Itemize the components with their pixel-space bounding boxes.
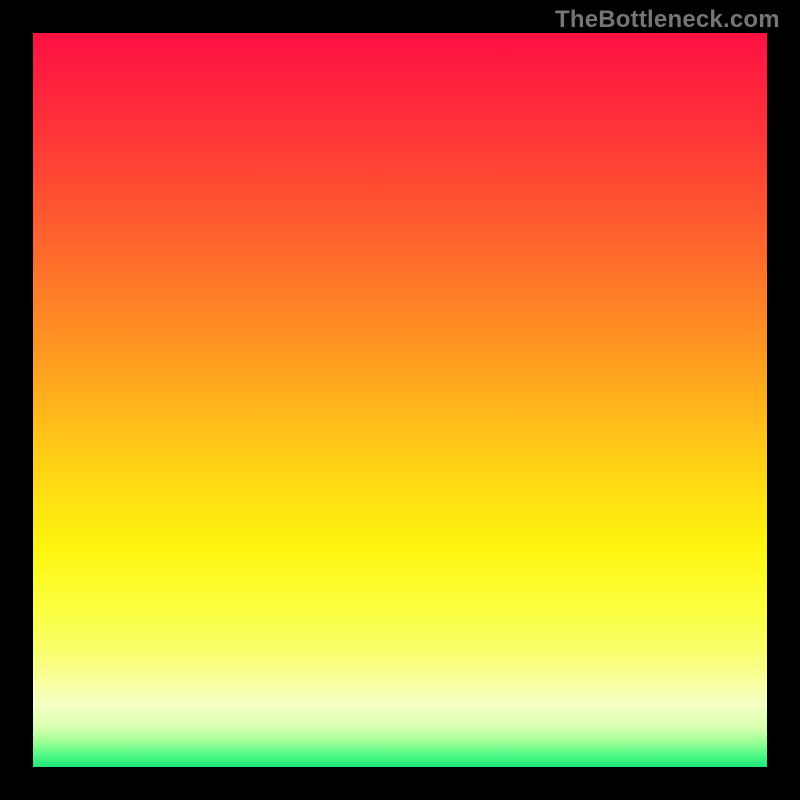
watermark-text: TheBottleneck.com	[555, 6, 780, 34]
chart-container: TheBottleneck.com	[0, 0, 800, 800]
gradient-plot-area	[33, 33, 767, 767]
